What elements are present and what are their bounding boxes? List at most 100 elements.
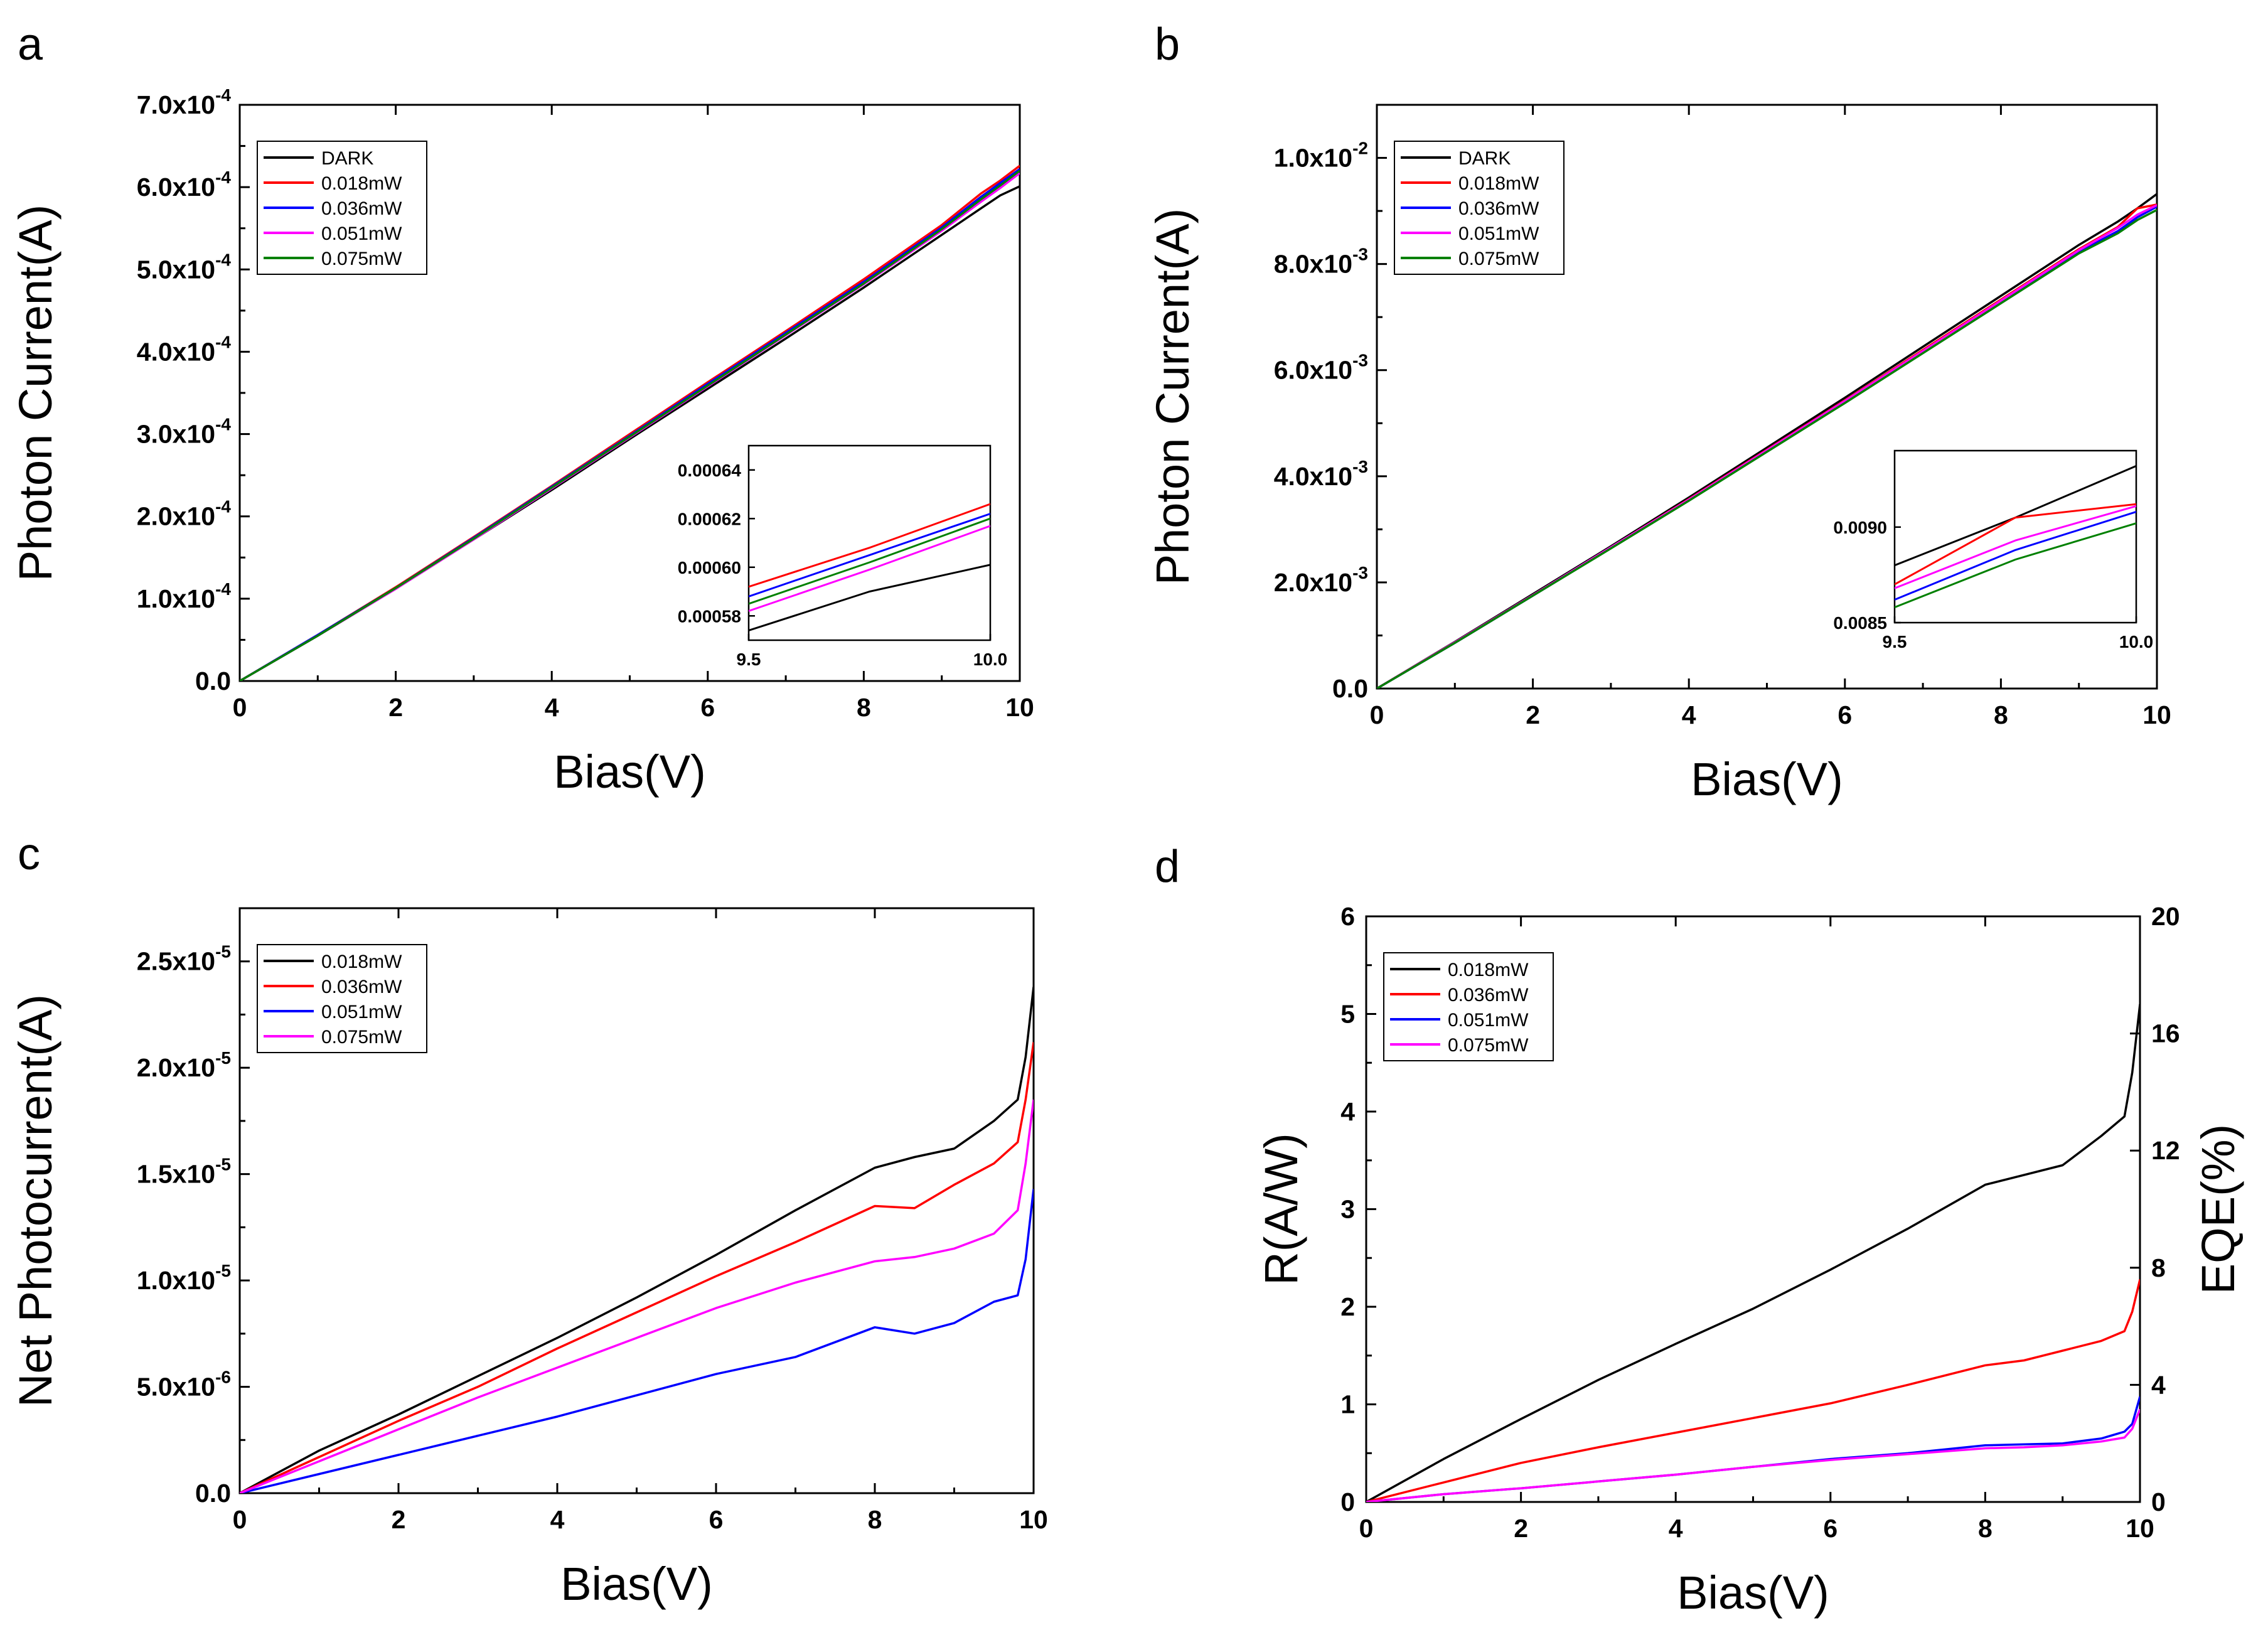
series-line-0.036mW <box>1366 1279 2140 1502</box>
legend-label: 0.018mW <box>1448 960 1529 980</box>
x-tick-label: 2 <box>1514 1514 1528 1543</box>
y-axis-title: Net Photocurrent(A) <box>9 994 62 1407</box>
inset-x-tick-label: 9.5 <box>1883 632 1907 651</box>
x-tick-label: 8 <box>868 1505 882 1534</box>
legend: 0.018mW 0.036mW 0.051mW 0.075mW <box>1383 952 1554 1061</box>
series-line-0.051mW <box>240 1189 1034 1493</box>
y-tick-label: 0 <box>1340 1488 1355 1516</box>
x-tick-label: 4 <box>550 1505 565 1534</box>
x-tick-label: 6 <box>700 693 715 722</box>
y-tick-label: 5 <box>1340 1000 1355 1029</box>
legend-label: 0.036mW <box>321 977 402 997</box>
inset-x-tick-label: 9.5 <box>737 650 761 669</box>
panel-letter-c: c <box>18 829 40 879</box>
x-tick-label: 6 <box>709 1505 724 1534</box>
x-axis-title: Bias(V) <box>1677 1567 1829 1619</box>
y-tick-label: 6.0x10-3 <box>1274 351 1368 385</box>
inset-series-line-0.018mW <box>1895 503 2136 586</box>
legend: 0.018mW 0.036mW 0.051mW 0.075mW <box>257 944 427 1053</box>
series-group <box>240 164 1020 681</box>
inset-x-tick-label: 10.0 <box>2119 632 2154 651</box>
y-right-tick-label: 0 <box>2151 1488 2166 1516</box>
y-right-tick-label: 20 <box>2151 902 2180 931</box>
x-tick-label: 10 <box>1019 1505 1048 1534</box>
series-line-0.075mW <box>1377 208 2157 689</box>
y-tick-label: 0.0 <box>195 667 231 695</box>
y-right-axis-title: EQE(%) <box>2192 1124 2244 1294</box>
x-tick-label: 0 <box>233 693 247 722</box>
inset-y-tick-label: 0.0090 <box>1833 518 1887 537</box>
x-tick-label: 2 <box>392 1505 406 1534</box>
x-tick-label: 8 <box>1978 1514 1993 1543</box>
x-tick-label: 0 <box>1370 700 1384 729</box>
series-group <box>240 987 1034 1493</box>
y-tick-label: 5.0x10-6 <box>137 1368 231 1402</box>
inset-series-line-0.051mW <box>1895 505 2136 589</box>
y-tick-label: 1.0x10-4 <box>137 579 232 613</box>
x-tick-label: 4 <box>1669 1514 1683 1543</box>
y-right-tick-label: 16 <box>2151 1019 2180 1048</box>
y-tick-label: 1.0x10-5 <box>137 1261 231 1295</box>
y-tick-label: 2 <box>1340 1292 1355 1321</box>
series-line-0.018mW <box>1366 1004 2140 1502</box>
legend-label: 0.051mW <box>1458 223 1539 244</box>
legend-label: 0.051mW <box>321 223 402 244</box>
y-tick-label: 2.0x10-5 <box>137 1048 231 1082</box>
y-right-tick-label: 4 <box>2151 1370 2166 1399</box>
x-axis-title: Bias(V) <box>554 746 706 798</box>
y-tick-label: 2.0x10-3 <box>1274 563 1368 597</box>
inset-y-tick-label: 0.00058 <box>678 606 741 626</box>
inset-series-line-0.075mW <box>749 517 990 605</box>
y-tick-label: 1.0x10-2 <box>1274 139 1368 173</box>
legend-label: 0.051mW <box>1448 1010 1529 1031</box>
x-axis-title: Bias(V) <box>560 1558 713 1610</box>
y-right-tick-label: 8 <box>2151 1253 2166 1282</box>
x-tick-label: 6 <box>1823 1514 1837 1543</box>
inset-frame <box>1893 449 2137 624</box>
legend-label: 0.036mW <box>321 198 402 219</box>
x-tick-label: 2 <box>1526 700 1540 729</box>
series-line-0.075mW <box>240 169 1020 681</box>
x-tick-label: 2 <box>388 693 403 722</box>
y-tick-label: 1.5x10-5 <box>137 1155 231 1189</box>
y-axis-title: R(A/W) <box>1255 1133 1307 1285</box>
inset-frame <box>747 444 992 641</box>
y-tick-label: 6.0x10-4 <box>137 168 232 201</box>
series-group <box>1377 193 2157 689</box>
inset-series-line-0.036mW <box>1895 510 2136 601</box>
inset-y-tick-label: 0.00062 <box>678 509 741 528</box>
inset-series-line-DARK <box>749 564 990 631</box>
legend-label: DARK <box>1458 148 1511 169</box>
panel-letter-b: b <box>1155 19 1180 70</box>
legend-label: 0.051mW <box>321 1002 402 1022</box>
legend-label: 0.075mW <box>1458 249 1539 269</box>
x-tick-label: 8 <box>857 693 871 722</box>
y-tick-label: 0.0 <box>195 1479 231 1508</box>
y-tick-label: 1 <box>1340 1390 1355 1419</box>
y-tick-label: 2.5x10-5 <box>137 942 231 976</box>
y-tick-label: 8.0x10-3 <box>1274 245 1368 279</box>
series-group <box>1366 1004 2140 1502</box>
x-tick-label: 0 <box>1359 1514 1374 1543</box>
x-tick-label: 4 <box>545 693 559 722</box>
inset-series-line-0.036mW <box>749 513 990 598</box>
inset-series-line-0.075mW <box>1895 522 2136 608</box>
series-line-0.018mW <box>240 987 1034 1493</box>
series-line-0.075mW <box>1366 1408 2140 1502</box>
x-tick-label: 10 <box>1005 693 1034 722</box>
series-line-0.051mW <box>1366 1396 2140 1502</box>
panel-letter-d: d <box>1155 842 1180 892</box>
y-tick-label: 4.0x10-4 <box>137 332 232 366</box>
y-tick-label: 3 <box>1340 1195 1355 1224</box>
x-tick-label: 4 <box>1682 700 1696 729</box>
legend-label: 0.036mW <box>1458 198 1539 219</box>
legend-label: 0.075mW <box>321 1027 402 1048</box>
legend-label: 0.018mW <box>321 952 402 972</box>
y-tick-label: 4 <box>1340 1097 1355 1126</box>
x-tick-label: 6 <box>1837 700 1852 729</box>
y-tick-label: 2.0x10-4 <box>137 497 232 531</box>
inset-x-tick-label: 10.0 <box>973 650 1008 669</box>
x-tick-label: 10 <box>2142 700 2171 729</box>
legend-label: 0.018mW <box>1458 173 1539 194</box>
